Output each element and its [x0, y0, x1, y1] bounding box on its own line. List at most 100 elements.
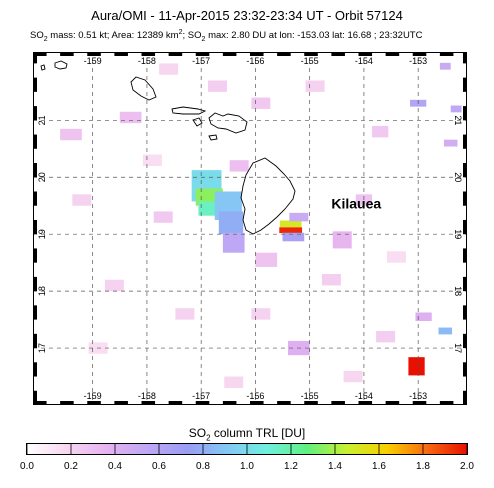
lon-tick-label-bottom: -157	[192, 391, 210, 401]
colorbar-label: 1.4	[328, 461, 342, 472]
lon-tick-label-top: -157	[192, 56, 210, 66]
frame-tick-right	[463, 390, 467, 405]
frame-tick-bottom	[277, 401, 291, 405]
axis-tick-labels: -159 -159 -158 -158 -157 -157 -156 -156 -155 -155…	[37, 56, 463, 401]
so2-pixel-20	[119, 111, 142, 124]
so2-pixel-28	[321, 274, 341, 286]
lon-tick-label-top: -155	[301, 56, 319, 66]
so2-pixel-35	[159, 63, 179, 75]
frame-tick-bottom	[439, 401, 454, 405]
lon-tick-label-top: -154	[355, 56, 373, 66]
colorbar-label: 2.0	[460, 461, 474, 472]
lon-tick-label-bottom: -158	[138, 391, 156, 401]
plot-subtitle: SO2 mass: 0.51 kt; Area: 12389 km2; SO2 …	[30, 29, 422, 43]
so2-pixel-16	[415, 312, 432, 322]
frame-tick-left	[33, 134, 37, 149]
axis-ticks	[33, 52, 467, 405]
so2-pixel-27	[207, 80, 227, 92]
frame-tick-left	[33, 248, 37, 263]
frame-tick-top	[331, 52, 345, 56]
lat-tick-label-left: 20	[37, 172, 47, 182]
so2-map: -159 -159 -158 -158 -157 -157 -156 -156 -155 -155…	[33, 52, 467, 405]
coast-kauai	[54, 60, 68, 70]
frame-tick-left	[33, 305, 37, 320]
lat-tick-label-left: 19	[37, 229, 47, 239]
lon-tick-label-top: -158	[138, 56, 156, 66]
coast-kahoolawe	[208, 134, 218, 141]
colorbar	[26, 443, 468, 455]
frame-tick-bottom	[168, 401, 183, 405]
frame-tick-right	[463, 52, 467, 64]
frame-tick-top	[222, 52, 237, 56]
frame-tick-right	[463, 77, 467, 92]
frame-tick-top	[250, 52, 264, 56]
frame-tick-top	[304, 52, 318, 56]
so2-pixel-10	[408, 357, 425, 376]
frame-tick-top	[87, 52, 101, 56]
so2-pixel-21	[60, 128, 82, 141]
colorbar-title-sub: 2	[206, 433, 211, 443]
colorbar-label: 0.6	[152, 461, 166, 472]
colorbar-title-prefix: SO	[188, 426, 207, 440]
so2-pixel-33	[305, 80, 325, 92]
so2-pixel-32	[175, 308, 195, 320]
colorbar-label: 1.2	[284, 461, 298, 472]
so2-pixel-8	[282, 232, 305, 242]
frame-tick-left	[33, 52, 37, 64]
frame-tick-top	[385, 52, 400, 56]
so2-pixel-15	[443, 139, 458, 147]
lat-tick-label-left: 21	[37, 115, 47, 125]
subtitle-so2-sub: 2	[43, 36, 48, 44]
frame-tick-top	[114, 52, 128, 56]
coast-oahu	[130, 76, 157, 101]
colorbar-label: 1.6	[372, 461, 386, 472]
frame-tick-bottom	[385, 401, 400, 405]
colorbar-label: 0.8	[196, 461, 210, 472]
coast-lanai	[192, 117, 203, 127]
lat-tick-label-left: 18	[37, 286, 47, 296]
so2-pixel-39	[386, 251, 406, 263]
so2-pixel-14	[439, 62, 451, 70]
lat-tick-label-right: 21	[453, 115, 463, 125]
frame-tick-bottom	[141, 401, 156, 405]
so2-pixel-9	[289, 212, 309, 222]
so2-pixel-5	[222, 232, 245, 253]
so2-pixel-6	[279, 220, 302, 228]
lon-tick-label-top: -153	[409, 56, 427, 66]
frame-tick-left	[33, 106, 37, 121]
so2-pixel-13	[450, 105, 462, 113]
lon-tick-label-top: -159	[84, 56, 102, 66]
frame-tick-bottom	[195, 401, 210, 405]
colorbar-label: 0.0	[20, 461, 34, 472]
place-label-kilauea: Kilauea	[331, 196, 381, 212]
frame-tick-right	[463, 248, 467, 263]
frame-tick-bottom	[250, 401, 264, 405]
colorbar-ticks	[27, 444, 467, 454]
frame-tick-left	[33, 163, 37, 178]
lon-tick-label-bottom: -153	[409, 391, 427, 401]
so2-pixel-26	[372, 126, 389, 138]
colorbar-label: 0.4	[108, 461, 122, 472]
coastlines	[40, 60, 296, 235]
frame-tick-right	[463, 219, 467, 235]
lon-tick-label-bottom: -156	[246, 391, 264, 401]
frame-tick-left	[33, 276, 37, 292]
frame-tick-top	[358, 52, 373, 56]
lat-lon-grid	[33, 52, 467, 405]
frame-tick-bottom	[358, 401, 373, 405]
frame-tick-bottom	[33, 401, 47, 405]
frame-tick-left	[33, 191, 37, 206]
so2-pixel-19	[229, 160, 249, 172]
so2-pixel-31	[104, 279, 124, 292]
so2-pixel-34	[72, 194, 92, 206]
lon-tick-label-top: -156	[246, 56, 264, 66]
lat-tick-label-right: 19	[453, 229, 463, 239]
lon-tick-label-bottom: -159	[84, 391, 102, 401]
frame-tick-bottom	[222, 401, 237, 405]
frame-tick-top	[277, 52, 291, 56]
frame-tick-bottom	[412, 401, 427, 405]
so2-pixel-11	[438, 327, 453, 335]
so2-pixel-30	[251, 308, 271, 320]
coast-niihau	[40, 64, 46, 71]
coast-big-island	[240, 157, 296, 235]
